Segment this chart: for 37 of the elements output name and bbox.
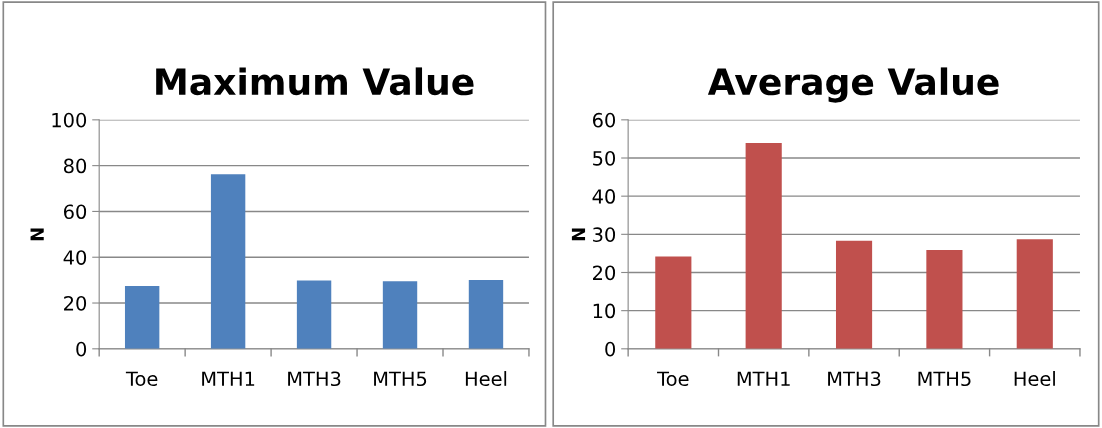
x-tick-label: MTH1 — [202, 371, 255, 386]
y-tick-label: 80 — [63, 158, 87, 174]
y-tick-label: 0 — [605, 341, 616, 357]
x-tick-label: Toe — [657, 371, 689, 387]
x-tick-label: MTH3 — [288, 371, 341, 387]
bar — [926, 249, 963, 349]
bar — [1016, 239, 1053, 349]
y-tick-label: 40 — [592, 189, 616, 204]
x-tick-label: MTH5 — [374, 371, 427, 387]
x-tick-label: MTH1 — [737, 371, 790, 386]
bar — [835, 240, 873, 349]
bar — [124, 286, 160, 349]
bar — [210, 174, 246, 349]
x-tick-label: MTH5 — [918, 371, 971, 387]
y-tick-label: 20 — [593, 265, 616, 281]
x-tick-label: MTH3 — [828, 371, 881, 387]
y-tick-label: 30 — [593, 227, 616, 242]
y-tick-label: 0 — [76, 341, 87, 357]
chart-title: Maximum Value — [156, 67, 474, 96]
bar — [296, 280, 332, 349]
y-tick-label: 60 — [63, 204, 87, 220]
bar — [382, 281, 418, 349]
bar — [468, 279, 504, 349]
x-tick-label: Heel — [1014, 371, 1055, 387]
y-tick-label: 60 — [592, 112, 616, 128]
chart-title: Average Value — [707, 67, 999, 103]
x-tick-label: Toe — [125, 371, 158, 387]
y-axis-title: N — [571, 228, 586, 241]
bar — [655, 256, 692, 349]
y-tick-label: 10 — [593, 303, 616, 319]
y-tick-label: 100 — [52, 112, 87, 128]
y-axis-title: N — [30, 228, 44, 241]
y-tick-label: 20 — [64, 295, 87, 311]
y-tick-label: 40 — [63, 250, 87, 265]
bar — [745, 143, 782, 349]
y-tick-label: 50 — [593, 150, 616, 166]
x-tick-label: Heel — [465, 371, 507, 387]
